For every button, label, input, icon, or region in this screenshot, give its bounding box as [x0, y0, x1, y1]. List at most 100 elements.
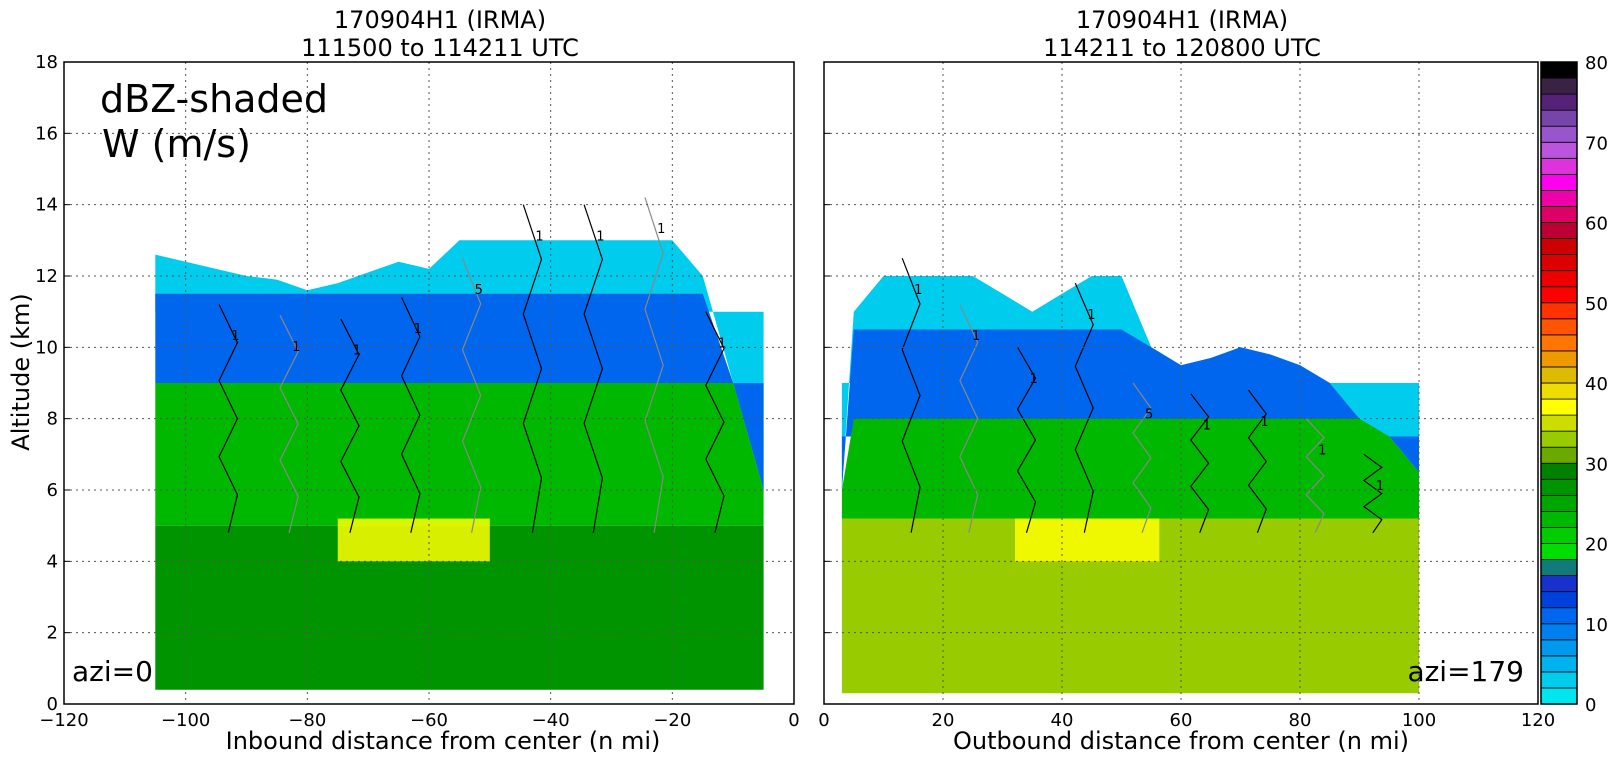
colorbar-swatch	[1540, 206, 1578, 223]
colorbar-tick-label: 30	[1585, 454, 1608, 475]
right-title: 170904H1 (IRMA)	[1076, 6, 1288, 34]
colorbar-swatch	[1540, 61, 1578, 79]
x-tick-label: 20	[932, 710, 955, 731]
w-contour-label: 1	[914, 283, 922, 298]
left-xlabel: Inbound distance from center (n mi)	[226, 727, 661, 755]
x-tick-label: −40	[532, 710, 570, 731]
colorbar-swatch	[1540, 591, 1578, 609]
left-frame	[63, 61, 795, 705]
left-annotation-azi: azi=0	[72, 655, 153, 688]
reflectivity-band	[841, 518, 1419, 694]
w-contour-label: 1	[718, 336, 726, 351]
w-contour-label: 1	[1087, 308, 1095, 323]
x-tick-label: 100	[1402, 710, 1436, 731]
x-tick-label: 80	[1289, 710, 1312, 731]
w-contour	[1305, 418, 1325, 534]
w-contour	[1016, 346, 1037, 533]
colorbar-swatch	[1540, 543, 1578, 560]
x-tick-label: 0	[818, 710, 829, 731]
bright-band	[1014, 518, 1160, 562]
colorbar-tick-label: 70	[1585, 133, 1608, 154]
right-xlabel: Outbound distance from center (n mi)	[953, 727, 1409, 755]
left-annotation-dbz: dBZ-shaded	[100, 77, 328, 121]
colorbar-swatch	[1540, 527, 1578, 544]
colorbar-tick-label: 40	[1585, 374, 1608, 395]
colorbar-swatch	[1540, 238, 1578, 256]
w-contour-label: 1	[1376, 479, 1384, 494]
colorbar-swatch	[1540, 382, 1578, 400]
colorbar: 0 10 20 30 40 50 60 70 80	[1540, 53, 1608, 716]
colorbar-tick-label: 0	[1585, 695, 1596, 716]
colorbar-swatch	[1540, 189, 1578, 207]
colorbar-swatch	[1540, 639, 1578, 657]
colorbar-swatch	[1540, 478, 1578, 496]
w-contour	[340, 318, 360, 533]
x-tick-label: −100	[161, 710, 210, 731]
w-contour-label: 1	[231, 329, 239, 344]
w-contour	[1247, 389, 1268, 534]
w-contour-label: 1	[972, 329, 980, 344]
w-contour-label: 5	[1145, 408, 1153, 423]
y-tick-label: 8	[47, 409, 58, 430]
y-tick-label: 16	[35, 123, 58, 144]
y-tick-label: 18	[35, 52, 58, 73]
x-tick-label: −60	[410, 710, 448, 731]
w-contour-label: 1	[1318, 443, 1326, 458]
y-tick-label: 0	[47, 694, 58, 715]
colorbar-swatch	[1540, 607, 1578, 625]
w-contour	[644, 197, 664, 533]
colorbar-swatch	[1540, 510, 1578, 528]
x-tick-label: −120	[39, 710, 88, 731]
left-plot: 1 1 1 1 5 1 1 1 1	[64, 62, 794, 704]
colorbar-swatch	[1540, 575, 1578, 593]
x-tick-label: 0	[788, 710, 799, 731]
right-subtitle: 114211 to 120800 UTC	[1043, 34, 1321, 62]
w-contour	[1362, 453, 1383, 534]
colorbar-swatch	[1540, 125, 1578, 143]
y-tick-label: 14	[35, 195, 58, 216]
w-contour-label: 1	[535, 229, 543, 244]
w-contour	[705, 311, 725, 533]
w-contour	[522, 204, 543, 533]
w-contour	[461, 257, 482, 533]
x-tick-label: −80	[288, 710, 326, 731]
colorbar-swatch	[1540, 494, 1578, 512]
y-tick-label: 12	[35, 266, 58, 287]
reflectivity-band	[841, 418, 1419, 519]
right-annotation-azi: azi=179	[1407, 655, 1524, 688]
x-tick-label: 40	[1051, 710, 1074, 731]
colorbar-tick-label: 20	[1585, 535, 1608, 556]
colorbar-tick-label: 80	[1585, 53, 1608, 74]
colorbar-swatch	[1540, 350, 1578, 368]
colorbar-swatch	[1540, 623, 1578, 641]
reflectivity-band	[155, 293, 764, 490]
colorbar-swatch	[1540, 559, 1578, 576]
w-contour	[400, 297, 421, 533]
w-contour	[218, 304, 239, 533]
right-frame	[823, 61, 1539, 705]
colorbar-swatch	[1540, 77, 1578, 95]
colorbar-tick-label: 60	[1585, 214, 1608, 235]
colorbar-swatch	[1540, 398, 1578, 416]
w-contour-label: 1	[1203, 418, 1211, 433]
x-tick-label: −20	[653, 710, 691, 731]
colorbar-frame	[1540, 61, 1578, 705]
left-ylabel: Altitude (km)	[7, 293, 35, 450]
y-tick-label: 6	[47, 480, 58, 501]
right-reflectivity	[841, 276, 1419, 694]
colorbar-swatch	[1540, 414, 1578, 432]
x-tick-label: 120	[1521, 710, 1555, 731]
right-plot: 1 1 1 1 5 1 1 1 1	[824, 62, 1538, 704]
colorbar-swatch	[1540, 462, 1578, 480]
y-tick-label: 4	[47, 551, 58, 572]
left-subtitle: 111500 to 114211 UTC	[301, 34, 579, 62]
w-contour	[959, 304, 979, 533]
colorbar-swatch	[1540, 157, 1578, 175]
y-tick-label: 10	[35, 337, 58, 358]
w-contour	[1074, 282, 1094, 533]
bright-band	[337, 518, 490, 562]
y-tick-label: 2	[47, 623, 58, 644]
w-contour-label: 1	[1030, 372, 1038, 387]
w-contour-label: 1	[657, 222, 665, 237]
